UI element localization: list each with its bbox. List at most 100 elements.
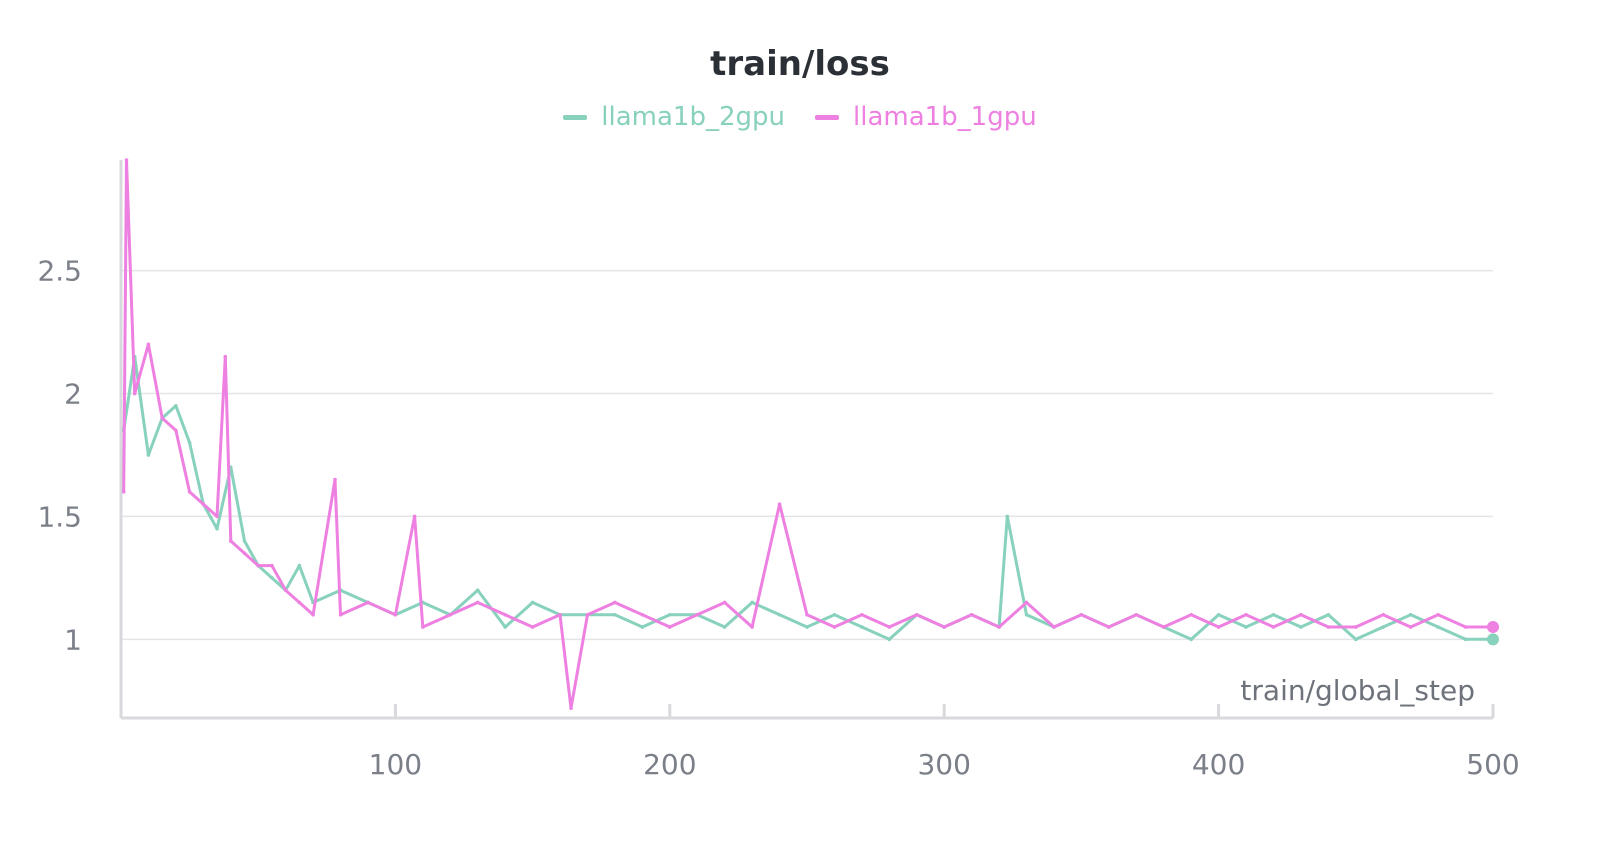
data-point [1408,625,1413,629]
data-point [124,158,129,162]
data-point [311,612,315,617]
data-point [1189,612,1193,617]
data-point [215,514,219,519]
data-point [1024,612,1029,617]
data-point [722,625,727,629]
data-point [1463,625,1468,629]
data-point [121,490,126,494]
data-point [187,440,192,445]
data-point [558,612,562,617]
data-point [832,625,837,629]
legend-item-series-0[interactable]: llama1b_2gpu [563,102,785,132]
data-point [1244,612,1248,617]
x-tick-label: 500 [1466,748,1519,781]
series-line-0 [122,355,1493,641]
data-point [1436,625,1440,629]
x-tick-label: 200 [643,748,696,781]
data-point [132,391,137,396]
data-point [805,625,809,629]
data-point [914,612,919,617]
data-point [228,539,233,543]
data-point [448,612,453,617]
data-point [668,612,672,617]
legend-label: llama1b_1gpu [853,102,1037,132]
data-point [174,404,178,408]
data-point [1354,625,1358,629]
data-point [174,428,178,433]
data-point [215,526,219,531]
data-point [283,588,288,592]
data-point [750,625,754,629]
y-tick-label: 1.5 [37,500,82,533]
data-point [887,625,892,629]
data-point [1299,625,1303,629]
data-point [297,563,302,568]
data-point [1299,612,1303,617]
data-point [777,612,782,617]
x-tick-label: 300 [917,748,970,781]
data-point [530,625,535,629]
data-point [1079,612,1084,617]
series-end-marker [1487,621,1499,634]
data-point [860,625,864,629]
data-point [1244,625,1248,629]
data-point [146,453,151,457]
data-point [1189,637,1193,642]
data-point [942,625,946,629]
data-point [1326,625,1331,629]
data-point [1024,600,1029,605]
x-tick-label: 100 [369,748,422,781]
data-point [1271,612,1276,617]
data-point [1107,625,1111,629]
data-point [187,490,192,494]
data-point [146,342,151,347]
legend-item-series-1[interactable]: llama1b_1gpu [815,102,1037,132]
y-tick-label: 2.5 [37,255,82,288]
data-point [805,612,809,617]
y-tick-label: 2 [64,378,82,411]
data-point [366,600,370,605]
chart-title: train/loss [710,44,890,84]
data-point [832,612,837,617]
data-point [1381,612,1386,617]
legend: llama1b_2gpu llama1b_1gpu [0,102,1600,132]
data-point [668,625,672,629]
data-point [503,625,507,629]
data-point [338,612,343,617]
data-point [750,600,754,605]
data-point [860,612,864,617]
data-point [270,563,274,568]
data-point [270,576,274,580]
legend-swatch [563,114,588,120]
data-point [997,625,1001,629]
data-point [695,612,700,617]
series-end-marker [1487,633,1499,646]
data-point [1271,625,1276,629]
data-point [1005,514,1010,519]
data-point [242,551,247,556]
data-point [242,539,247,543]
data-point [223,354,228,359]
data-point [333,477,337,482]
data-point [160,416,164,420]
data-point [1134,612,1139,617]
data-point [1354,637,1358,642]
data-point [1052,625,1056,629]
y-tick-label: 1 [64,623,82,656]
data-point [412,514,417,519]
legend-swatch [815,114,839,120]
data-point [1381,625,1386,629]
data-point [297,600,302,605]
data-point [613,612,617,617]
data-point [969,612,974,617]
data-point [475,600,480,605]
data-point [530,600,535,605]
data-point [640,612,645,617]
data-point [722,600,727,605]
data-point [1408,612,1413,617]
data-point [201,502,206,506]
data-point [777,502,782,506]
data-point [640,625,645,629]
